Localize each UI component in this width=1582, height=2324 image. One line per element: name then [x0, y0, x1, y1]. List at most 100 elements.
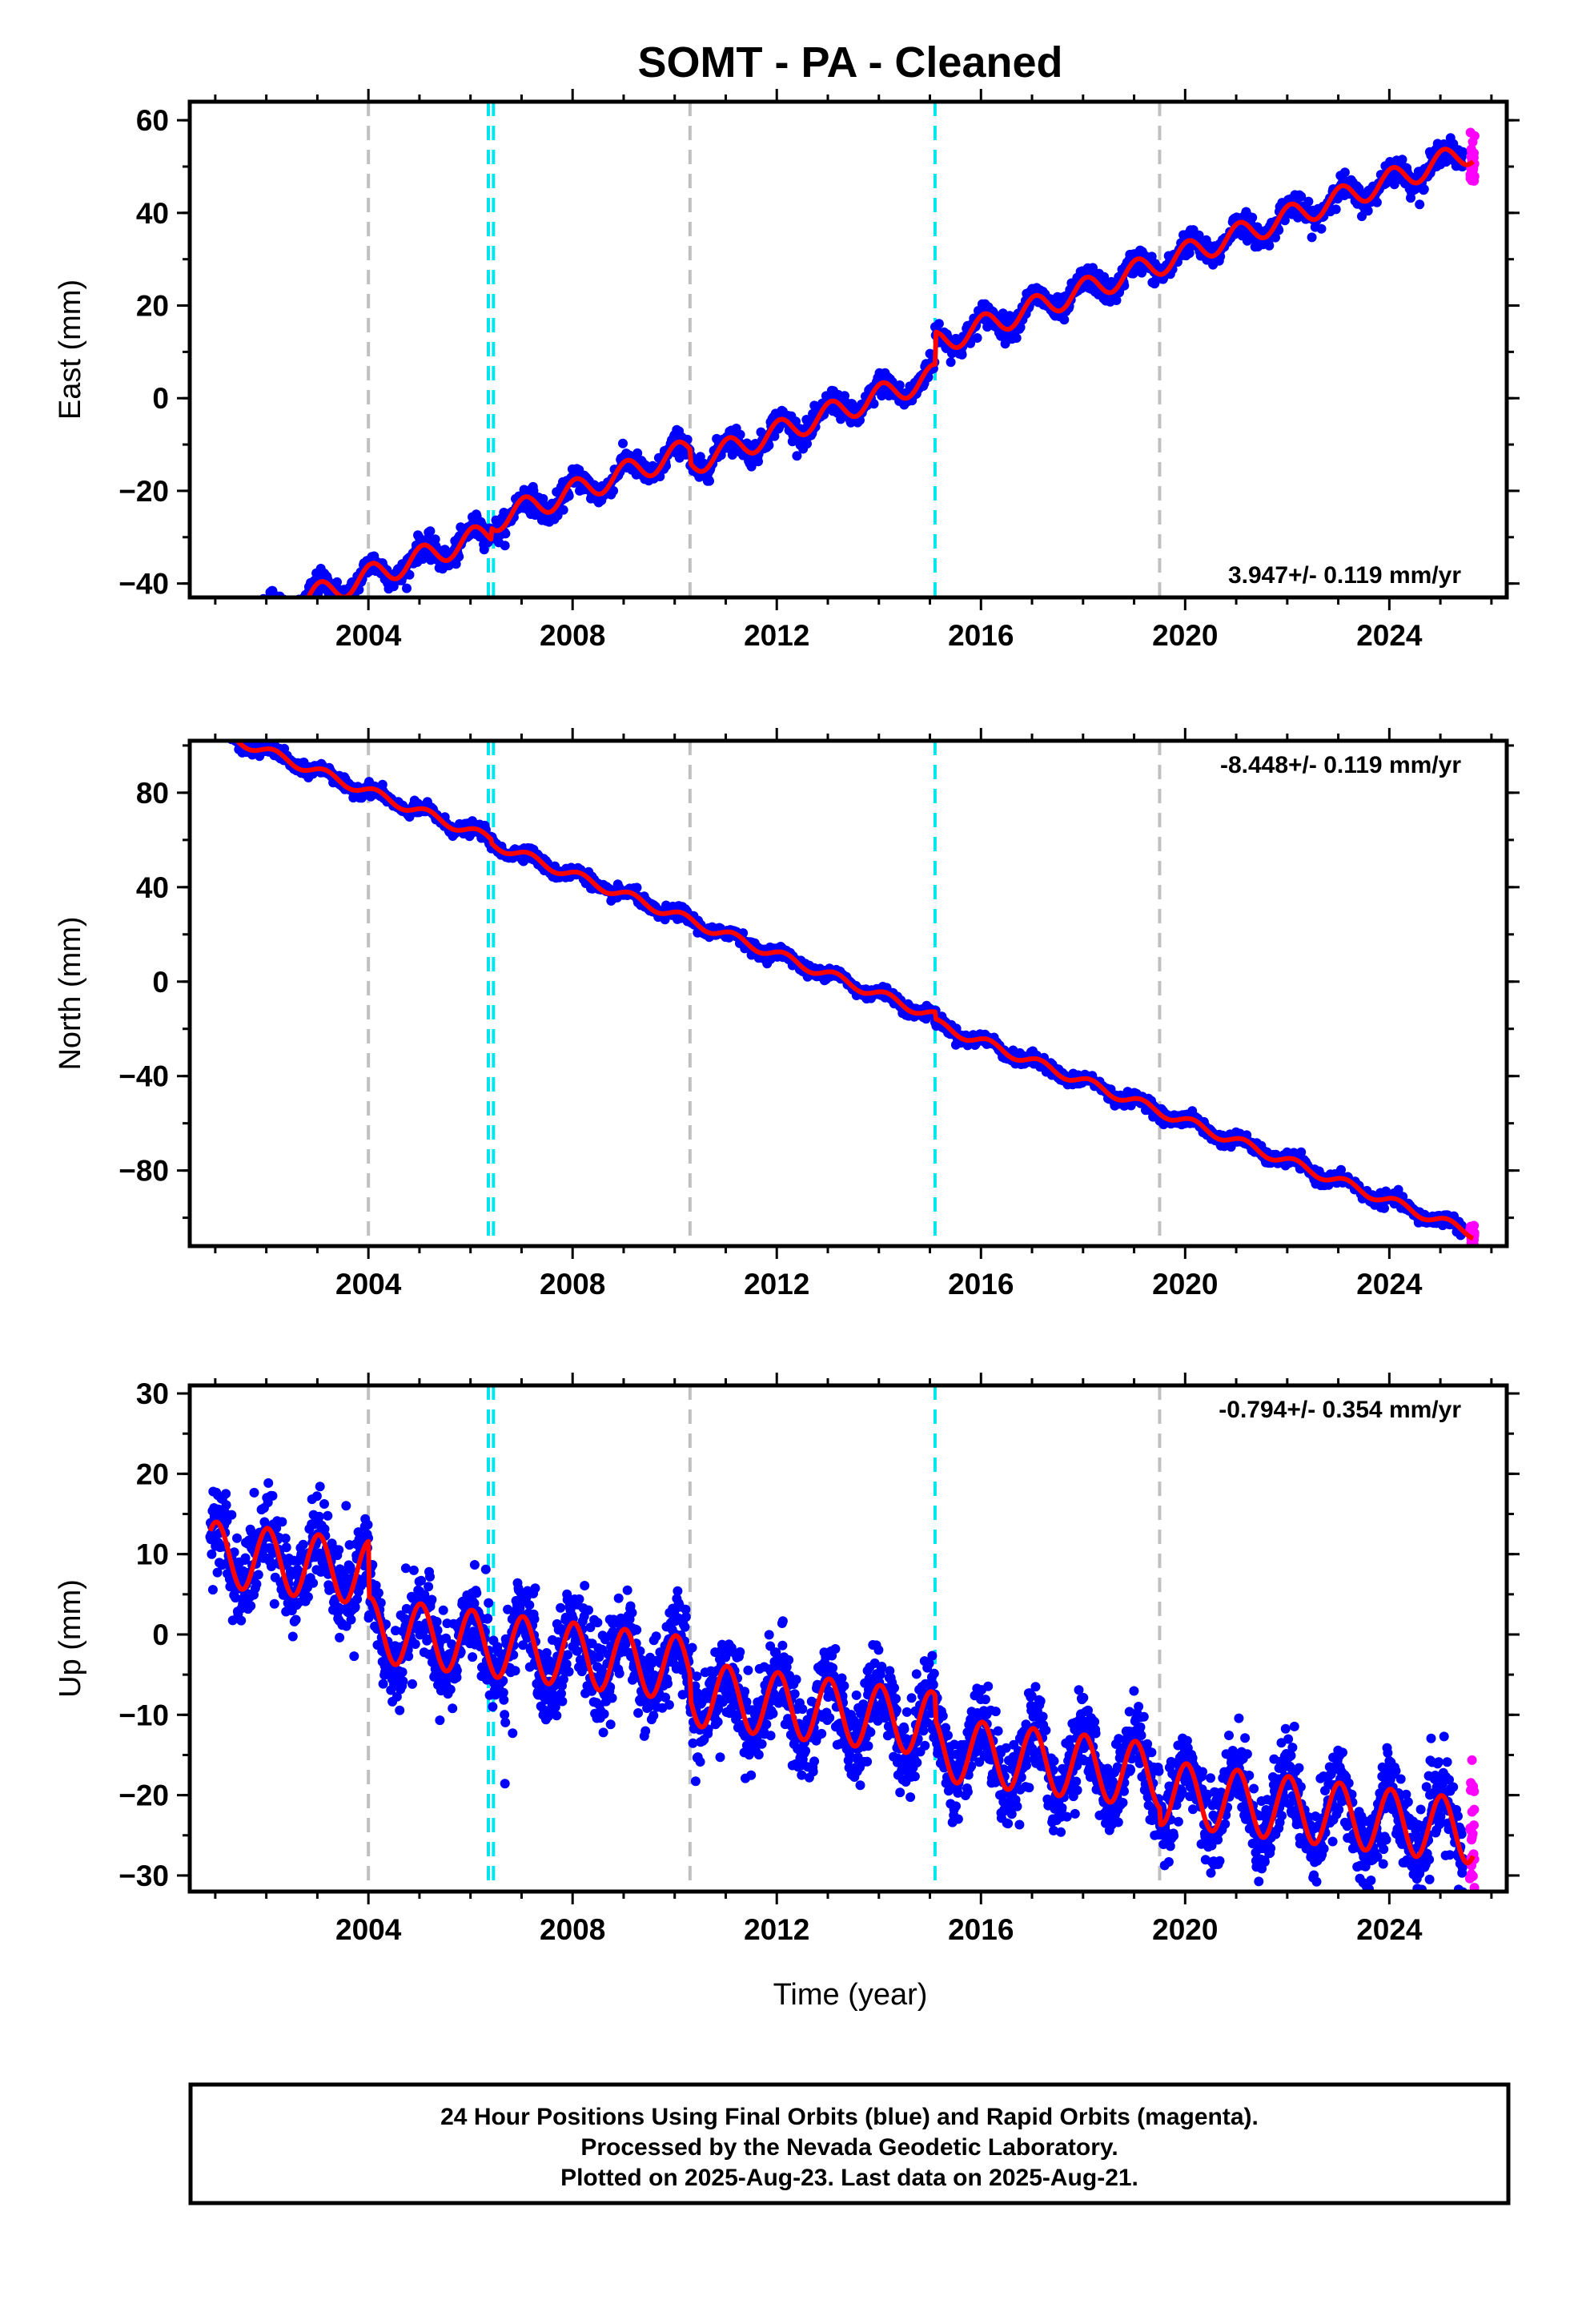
final-orbit-point [298, 605, 307, 615]
final-orbit-point [220, 727, 230, 737]
final-orbit-point [207, 1549, 217, 1559]
final-orbit-point [255, 606, 264, 616]
final-orbit-point [249, 609, 259, 618]
velocity-rate-label: 3.947+/- 0.119 mm/yr [1228, 562, 1461, 589]
y-tick-label: −40 [118, 1060, 169, 1093]
velocity-rate-label: -8.448+/- 0.119 mm/yr [1220, 752, 1461, 778]
final-orbit-point [233, 624, 243, 633]
final-orbit-point [1099, 271, 1110, 282]
final-orbit-point [735, 429, 745, 440]
final-orbit-point [299, 604, 308, 613]
final-orbit-point [275, 601, 285, 611]
final-orbit-point [332, 577, 342, 587]
final-orbit-point [235, 626, 245, 636]
final-orbit-point [1415, 199, 1425, 210]
final-orbit-point [1011, 333, 1022, 344]
final-orbit-point [243, 625, 253, 634]
final-orbit-point [207, 623, 216, 633]
final-orbit-point [500, 541, 510, 551]
final-orbit-point [500, 529, 511, 539]
final-orbit-point [231, 624, 241, 633]
final-orbit-point [215, 621, 224, 631]
final-orbit-point [226, 728, 235, 738]
final-orbit-point [216, 613, 226, 622]
final-orbit-point [209, 726, 219, 735]
final-orbit-point [295, 603, 305, 613]
final-orbit-point [222, 728, 231, 738]
final-orbit-point [1264, 240, 1275, 251]
final-orbit-point [222, 609, 231, 618]
final-orbit-point [257, 612, 267, 621]
y-tick-label: 20 [136, 290, 169, 323]
final-orbit-point [234, 630, 243, 640]
final-orbit-point [972, 333, 982, 343]
final-orbit-point [792, 451, 802, 461]
y-tick-label: 40 [136, 197, 169, 230]
final-orbit-point [223, 620, 233, 629]
final-orbit-point [231, 726, 241, 736]
final-orbit-point [263, 1478, 274, 1488]
final-orbit-point [632, 448, 643, 458]
final-orbit-point [255, 599, 265, 609]
x-tick-label: 2008 [540, 619, 605, 652]
final-orbit-point [243, 623, 252, 633]
final-orbit-point [244, 628, 254, 637]
y-tick-label: −20 [118, 475, 169, 508]
final-orbit-point [934, 319, 944, 329]
y-tick-label: 0 [152, 382, 169, 415]
final-orbit-point [211, 618, 221, 628]
final-orbit-point [209, 722, 219, 732]
final-orbit-point [211, 628, 221, 637]
final-orbit-point [214, 612, 223, 621]
x-tick-label: 2016 [948, 619, 1014, 652]
final-orbit-point [894, 380, 905, 390]
final-orbit-point [228, 616, 238, 625]
final-orbit-point [219, 619, 229, 629]
final-orbit-point [1303, 196, 1314, 207]
final-orbit-point [237, 636, 247, 645]
final-orbit-point [1247, 212, 1258, 223]
final-orbit-point [246, 634, 255, 644]
final-orbit-point [206, 722, 215, 731]
final-orbit-point [241, 633, 251, 642]
final-orbit-point [227, 629, 236, 639]
final-orbit-point [1137, 267, 1147, 278]
final-orbit-point [957, 349, 967, 360]
final-orbit-point [232, 627, 242, 637]
final-orbit-point [705, 476, 714, 486]
y-tick-label: −40 [118, 568, 169, 601]
final-orbit-point [232, 637, 242, 647]
final-orbit-point [296, 605, 306, 615]
final-orbit-point [212, 722, 222, 732]
final-orbit-point [211, 613, 220, 623]
final-orbit-point [227, 729, 236, 738]
final-orbit-point [215, 724, 225, 734]
plot-frame [187, 99, 1509, 600]
final-orbit-point [291, 611, 301, 621]
final-orbit-point [451, 559, 461, 569]
final-orbit-point [207, 617, 217, 626]
final-orbit-point [241, 630, 251, 640]
final-orbit-point [207, 724, 217, 734]
rapid-orbit-point [1466, 173, 1476, 183]
final-orbit-point [213, 621, 223, 630]
final-orbit-point [235, 623, 245, 633]
final-orbit-point [293, 612, 303, 621]
y-tick-label: −80 [118, 1155, 169, 1188]
final-orbit-point [925, 348, 935, 359]
final-orbit-point [946, 357, 956, 368]
final-orbit-point [217, 615, 227, 625]
final-orbit-point [425, 526, 436, 537]
final-orbit-point [227, 1510, 237, 1520]
final-orbit-point [265, 608, 275, 617]
y-tick-label: 80 [136, 777, 169, 810]
final-orbit-point [288, 605, 298, 615]
final-orbit-point [283, 604, 293, 613]
y-tick-label: 60 [136, 104, 169, 137]
final-orbit-point [218, 610, 227, 620]
final-orbit-point [229, 626, 239, 636]
final-orbit-point [224, 724, 234, 734]
final-orbit-point [269, 1598, 279, 1609]
final-orbit-point [279, 603, 288, 613]
final-orbit-point [252, 621, 262, 630]
